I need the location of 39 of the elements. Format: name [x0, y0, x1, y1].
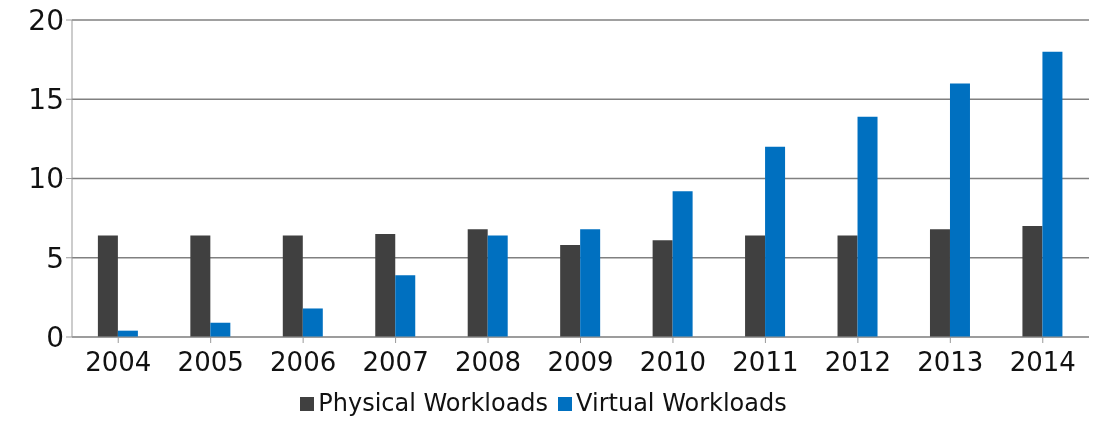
bar [765, 146, 786, 337]
bar [949, 83, 970, 337]
x-tick-label: 2010 [639, 347, 707, 378]
bar [1042, 51, 1063, 337]
bar [652, 240, 673, 337]
x-tick-label: 2005 [177, 347, 244, 378]
x-tick-label: 2007 [362, 347, 429, 378]
x-tick-label: 2004 [85, 347, 152, 378]
y-tick-label: 5 [46, 241, 64, 275]
y-tick-label: 10 [28, 162, 64, 196]
x-tick-label: 2009 [547, 347, 614, 378]
bar [560, 245, 581, 337]
x-tick-label: 2014 [1009, 347, 1076, 378]
x-tick-label: 2012 [824, 347, 891, 378]
legend-label: Physical Workloads [318, 389, 549, 417]
bar [929, 229, 950, 337]
legend-label: Virtual Workloads [576, 389, 787, 417]
x-tick-label: 2011 [732, 347, 799, 378]
bar [395, 275, 416, 337]
x-tick-label: 2006 [270, 347, 337, 378]
bar [487, 235, 508, 337]
bar [210, 322, 231, 337]
bar [190, 235, 211, 337]
bar [745, 235, 766, 337]
bar [97, 235, 118, 337]
bar [580, 229, 601, 337]
y-tick-label: 0 [46, 320, 64, 354]
bar [1022, 226, 1043, 337]
bar [837, 235, 858, 337]
y-tick-label: 15 [28, 83, 64, 117]
bar [302, 308, 323, 337]
bar [857, 116, 878, 337]
x-tick-label: 2013 [917, 347, 984, 378]
bar [672, 191, 693, 337]
bar [375, 233, 396, 337]
bar [282, 235, 303, 337]
bar [467, 229, 488, 337]
x-tick-label: 2008 [454, 347, 522, 378]
y-tick-label: 20 [28, 3, 64, 37]
